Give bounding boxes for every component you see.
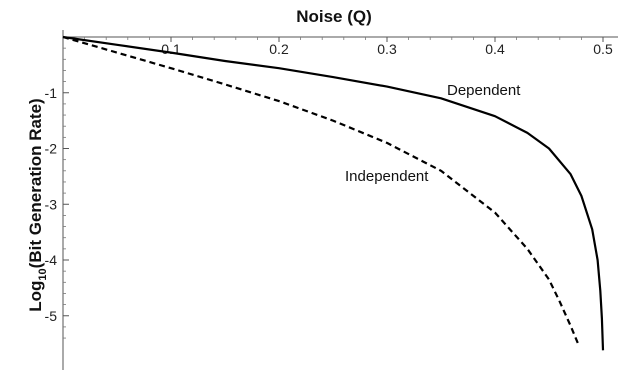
- y-tick-label: -5: [45, 308, 58, 324]
- y-tick-label: -1: [45, 85, 58, 101]
- series-line-dependent: [62, 35, 605, 351]
- x-axis-title: Noise (Q): [296, 7, 372, 26]
- x-tick-label: 0.3: [377, 41, 397, 57]
- y-axis-title-log: Log: [26, 281, 45, 312]
- y-axis-title: Log10(Bit Generation Rate): [26, 98, 49, 311]
- series-label-dependent: Dependent: [447, 82, 521, 99]
- y-tick-label: -2: [45, 141, 58, 157]
- x-tick-label: 0.4: [485, 41, 505, 57]
- ticks: 0.1 0.2 0.3 0.4 0.5-1-2-3-4-5: [45, 37, 613, 339]
- y-tick-label: -3: [45, 196, 58, 212]
- y-tick-label: -4: [45, 252, 58, 268]
- axes: [62, 30, 618, 370]
- series-layer: [62, 35, 605, 351]
- y-axis-title-rest: (Bit Generation Rate): [26, 98, 45, 268]
- y-axis-title-subscript: 10: [37, 268, 49, 280]
- x-tick-label: 0.2: [269, 41, 289, 57]
- x-tick-label: 0.5: [593, 41, 613, 57]
- series-label-independent: Independent: [345, 168, 429, 185]
- series-line-independent: [62, 35, 581, 347]
